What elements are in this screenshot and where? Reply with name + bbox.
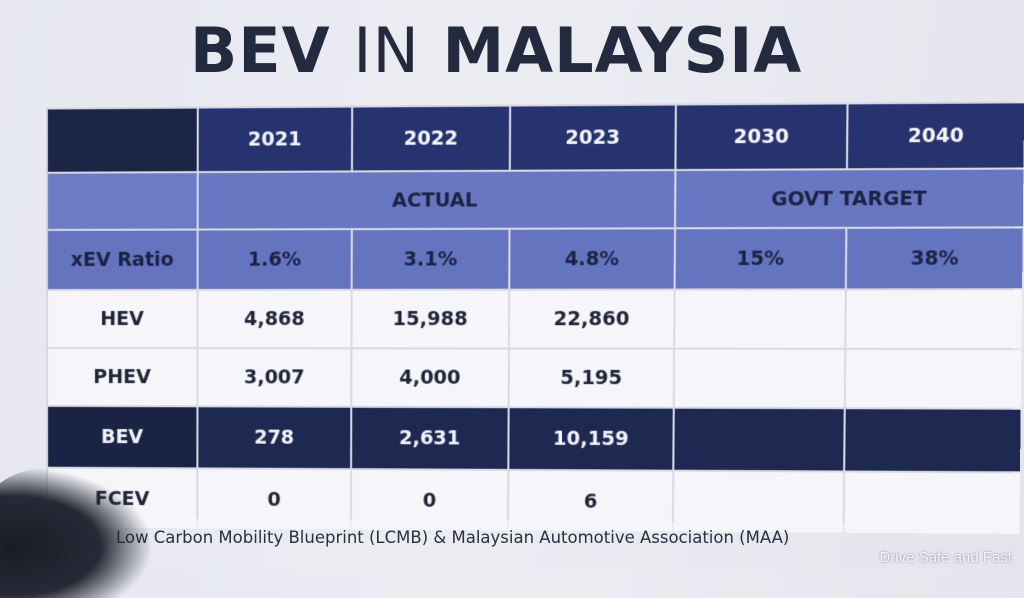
hev-2030	[675, 290, 845, 347]
header-year-2021: 2021	[199, 108, 351, 172]
phev-2022: 4,000	[352, 349, 508, 406]
ratio-2021: 1.6%	[199, 230, 351, 289]
header-year-2022: 2022	[353, 107, 509, 171]
hev-2022: 15,988	[352, 291, 508, 348]
fcev-2023: 6	[509, 471, 672, 532]
fcev-2022: 0	[352, 470, 507, 530]
phev-2030	[675, 350, 844, 407]
header-year-2030: 2030	[676, 104, 846, 169]
xev-sales-table: 2021 2022 2023 2030 2040 ACTUAL GOVT TAR…	[48, 103, 1014, 521]
ratio-label: xEV Ratio	[48, 231, 197, 289]
title-malaysia: MALAYSIA	[442, 14, 802, 87]
bev-2021: 278	[198, 407, 350, 468]
phev-2040	[846, 350, 1022, 408]
ratio-2023: 4.8%	[510, 229, 674, 288]
ratio-2022: 3.1%	[353, 230, 509, 289]
title-bev: BEV	[190, 14, 331, 87]
hev-2040	[846, 290, 1022, 348]
fcev-2040	[845, 473, 1020, 534]
ratio-2040: 38%	[847, 228, 1023, 288]
hev-2021: 4,868	[199, 291, 351, 348]
bev-2023: 10,159	[509, 408, 672, 469]
bev-2022: 2,631	[352, 408, 507, 469]
header-corner	[48, 109, 197, 172]
watermark: Drive Safe and Fast	[879, 549, 1012, 566]
title-in: IN	[353, 14, 420, 87]
bev-2030	[674, 409, 843, 471]
source-footnote: Low Carbon Mobility Blueprint (LCMB) & M…	[116, 528, 789, 547]
row-label-phev: PHEV	[48, 349, 196, 405]
fcev-2030	[674, 472, 843, 533]
header-year-2040: 2040	[848, 103, 1024, 168]
row-label-bev: BEV	[48, 407, 196, 468]
phev-2021: 3,007	[198, 349, 350, 406]
group-actual: ACTUAL	[199, 171, 675, 228]
slide-title: BEV IN MALAYSIA	[190, 20, 850, 82]
bev-2040	[845, 409, 1020, 471]
hev-2023: 22,860	[510, 291, 674, 348]
group-govt-target: GOVT TARGET	[676, 170, 1023, 228]
phev-2023: 5,195	[510, 349, 673, 406]
fcev-2021: 0	[198, 469, 350, 529]
row-label-hev: HEV	[48, 291, 197, 347]
group-corner	[48, 173, 197, 229]
ratio-2030: 15%	[676, 229, 846, 289]
header-year-2023: 2023	[511, 106, 675, 170]
